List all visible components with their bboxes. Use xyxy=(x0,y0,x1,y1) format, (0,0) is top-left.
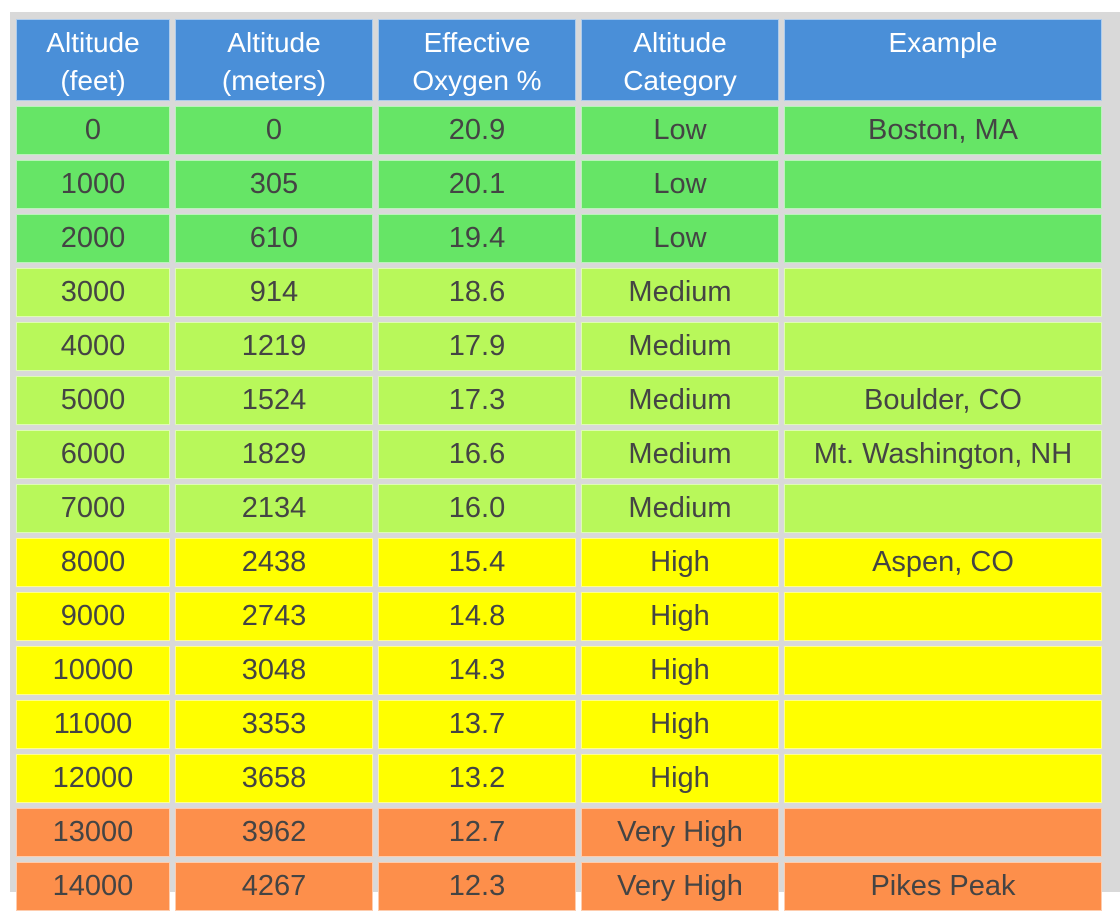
cell-altitude-meters: 2743 xyxy=(175,592,373,641)
cell-example xyxy=(784,700,1102,749)
cell-effective-oxygen: 13.2 xyxy=(378,754,576,803)
table-row: 8000 2438 15.4 High Aspen, CO xyxy=(16,538,1102,587)
cell-altitude-meters: 3962 xyxy=(175,808,373,857)
cell-example: Mt. Washington, NH xyxy=(784,430,1102,479)
cell-altitude-feet: 2000 xyxy=(16,214,170,263)
cell-example xyxy=(784,592,1102,641)
cell-altitude-category: Medium xyxy=(581,430,779,479)
cell-example xyxy=(784,808,1102,857)
cell-altitude-meters: 1524 xyxy=(175,376,373,425)
cell-example: Aspen, CO xyxy=(784,538,1102,587)
cell-altitude-feet: 11000 xyxy=(16,700,170,749)
table-row: 6000 1829 16.6 Medium Mt. Washington, NH xyxy=(16,430,1102,479)
cell-altitude-meters: 305 xyxy=(175,160,373,209)
cell-altitude-feet: 6000 xyxy=(16,430,170,479)
cell-effective-oxygen: 19.4 xyxy=(378,214,576,263)
cell-example xyxy=(784,160,1102,209)
cell-effective-oxygen: 15.4 xyxy=(378,538,576,587)
table-row: 1000 305 20.1 Low xyxy=(16,160,1102,209)
cell-effective-oxygen: 17.9 xyxy=(378,322,576,371)
cell-effective-oxygen: 20.1 xyxy=(378,160,576,209)
cell-example xyxy=(784,214,1102,263)
cell-altitude-feet: 9000 xyxy=(16,592,170,641)
cell-example: Boulder, CO xyxy=(784,376,1102,425)
cell-altitude-feet: 4000 xyxy=(16,322,170,371)
header-altitude-feet: Altitude (feet) xyxy=(16,19,170,101)
cell-effective-oxygen: 14.8 xyxy=(378,592,576,641)
header-effective-oxygen: Effective Oxygen % xyxy=(378,19,576,101)
cell-altitude-category: Low xyxy=(581,214,779,263)
cell-effective-oxygen: 20.9 xyxy=(378,106,576,155)
table-row: 3000 914 18.6 Medium xyxy=(16,268,1102,317)
cell-effective-oxygen: 12.3 xyxy=(378,862,576,911)
cell-example xyxy=(784,268,1102,317)
cell-altitude-feet: 1000 xyxy=(16,160,170,209)
cell-altitude-meters: 3353 xyxy=(175,700,373,749)
cell-altitude-category: Low xyxy=(581,106,779,155)
altitude-oxygen-table: Altitude (feet) Altitude (meters) Effectiv… xyxy=(11,14,1107,916)
table-row: 13000 3962 12.7 Very High xyxy=(16,808,1102,857)
cell-altitude-category: Low xyxy=(581,160,779,209)
cell-altitude-feet: 8000 xyxy=(16,538,170,587)
table-row: 5000 1524 17.3 Medium Boulder, CO xyxy=(16,376,1102,425)
cell-example xyxy=(784,646,1102,695)
table-row: 14000 4267 12.3 Very High Pikes Peak xyxy=(16,862,1102,911)
cell-effective-oxygen: 13.7 xyxy=(378,700,576,749)
cell-altitude-meters: 4267 xyxy=(175,862,373,911)
table-row: 12000 3658 13.2 High xyxy=(16,754,1102,803)
cell-example: Boston, MA xyxy=(784,106,1102,155)
cell-altitude-feet: 7000 xyxy=(16,484,170,533)
header-altitude-category: Altitude Category xyxy=(581,19,779,101)
cell-example xyxy=(784,322,1102,371)
cell-altitude-category: High xyxy=(581,754,779,803)
cell-altitude-feet: 13000 xyxy=(16,808,170,857)
cell-altitude-meters: 1829 xyxy=(175,430,373,479)
cell-altitude-feet: 10000 xyxy=(16,646,170,695)
header-altitude-meters: Altitude (meters) xyxy=(175,19,373,101)
cell-altitude-meters: 3658 xyxy=(175,754,373,803)
table-row: 2000 610 19.4 Low xyxy=(16,214,1102,263)
table-row: 11000 3353 13.7 High xyxy=(16,700,1102,749)
cell-altitude-feet: 5000 xyxy=(16,376,170,425)
cell-altitude-meters: 610 xyxy=(175,214,373,263)
cell-altitude-feet: 0 xyxy=(16,106,170,155)
cell-effective-oxygen: 18.6 xyxy=(378,268,576,317)
cell-example xyxy=(784,484,1102,533)
cell-effective-oxygen: 17.3 xyxy=(378,376,576,425)
cell-altitude-category: High xyxy=(581,700,779,749)
cell-effective-oxygen: 16.0 xyxy=(378,484,576,533)
cell-altitude-category: High xyxy=(581,538,779,587)
cell-altitude-category: Medium xyxy=(581,484,779,533)
cell-altitude-feet: 14000 xyxy=(16,862,170,911)
cell-altitude-meters: 2134 xyxy=(175,484,373,533)
cell-effective-oxygen: 14.3 xyxy=(378,646,576,695)
cell-example xyxy=(784,754,1102,803)
cell-altitude-category: High xyxy=(581,646,779,695)
cell-altitude-meters: 1219 xyxy=(175,322,373,371)
cell-altitude-category: Medium xyxy=(581,376,779,425)
cell-example: Pikes Peak xyxy=(784,862,1102,911)
table-row: 7000 2134 16.0 Medium xyxy=(16,484,1102,533)
cell-altitude-feet: 3000 xyxy=(16,268,170,317)
cell-altitude-meters: 3048 xyxy=(175,646,373,695)
cell-altitude-category: Very High xyxy=(581,808,779,857)
cell-altitude-category: Medium xyxy=(581,322,779,371)
header-row: Altitude (feet) Altitude (meters) Effectiv… xyxy=(16,19,1102,101)
header-example: Example xyxy=(784,19,1102,101)
cell-altitude-feet: 12000 xyxy=(16,754,170,803)
cell-effective-oxygen: 12.7 xyxy=(378,808,576,857)
table-row: 10000 3048 14.3 High xyxy=(16,646,1102,695)
table-row: 9000 2743 14.8 High xyxy=(16,592,1102,641)
cell-altitude-meters: 0 xyxy=(175,106,373,155)
cell-altitude-meters: 2438 xyxy=(175,538,373,587)
cell-effective-oxygen: 16.6 xyxy=(378,430,576,479)
table-row: 0 0 20.9 Low Boston, MA xyxy=(16,106,1102,155)
cell-altitude-category: Medium xyxy=(581,268,779,317)
cell-altitude-meters: 914 xyxy=(175,268,373,317)
cell-altitude-category: Very High xyxy=(581,862,779,911)
cell-altitude-category: High xyxy=(581,592,779,641)
table-row: 4000 1219 17.9 Medium xyxy=(16,322,1102,371)
